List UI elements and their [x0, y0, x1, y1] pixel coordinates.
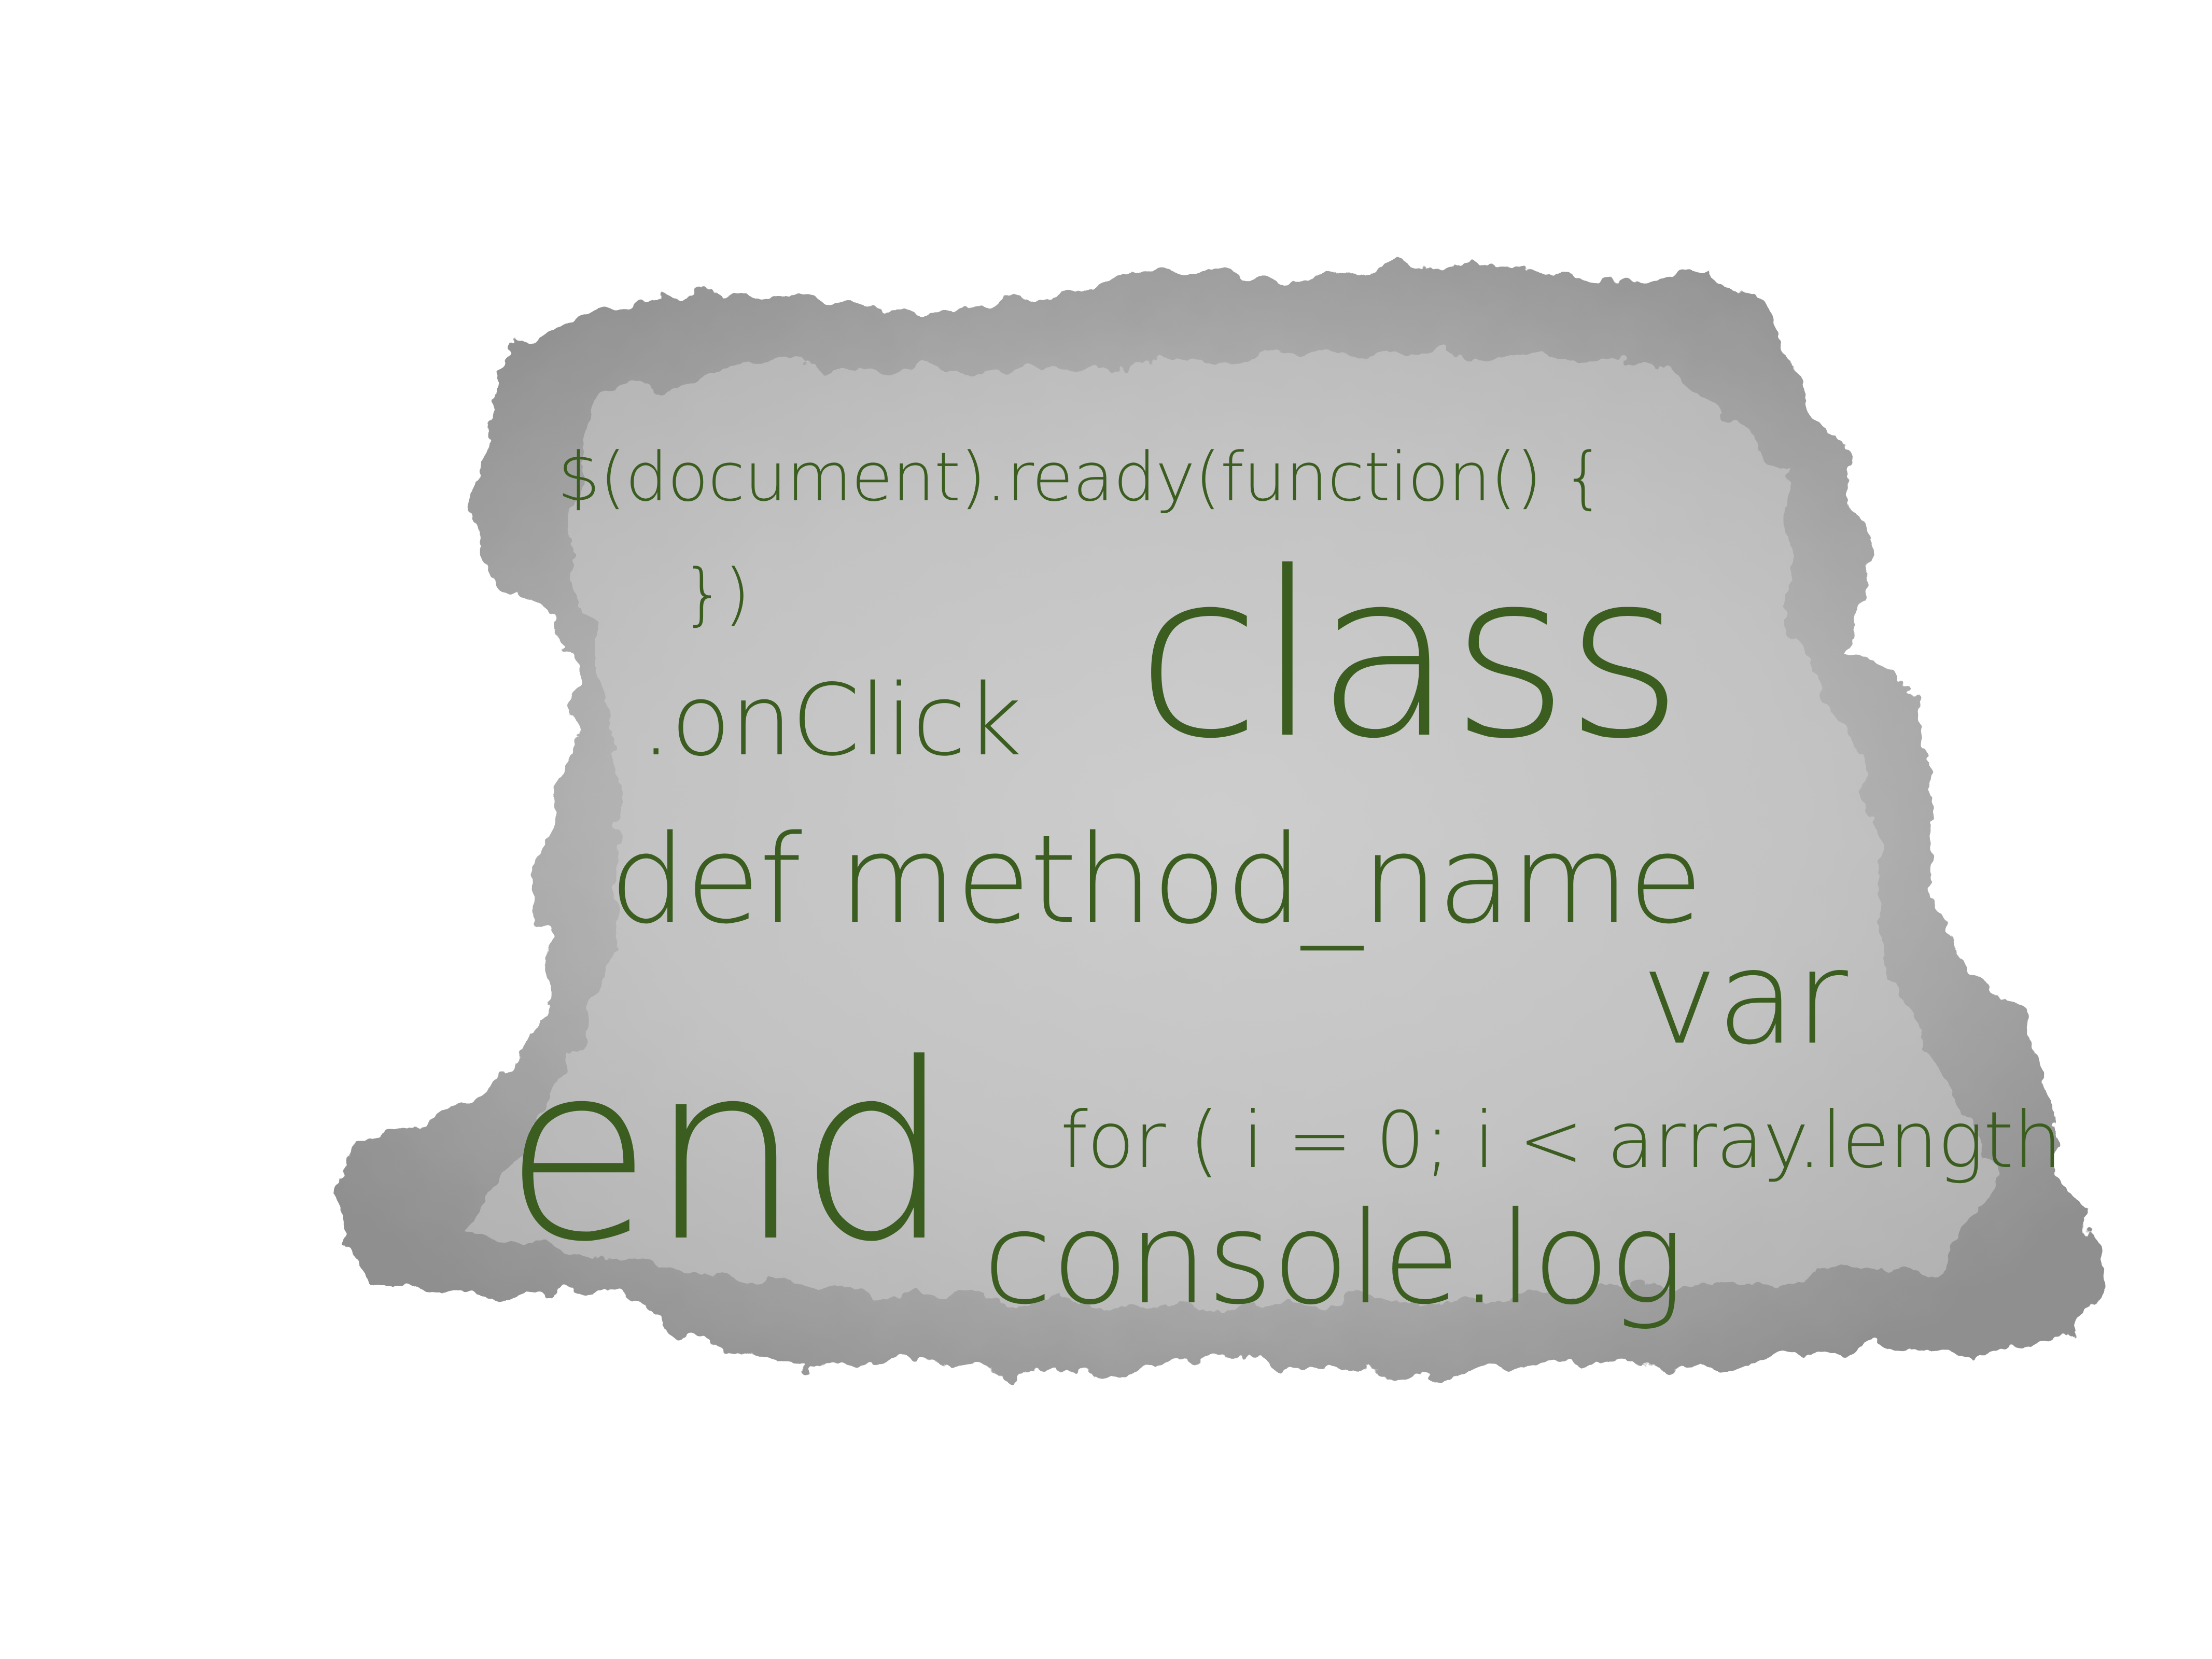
code-word-end: end	[503, 1011, 953, 1295]
code-word-closing-brace: })	[682, 554, 750, 633]
code-word-var: var	[1641, 922, 1848, 1073]
code-word-class: class	[1136, 523, 1684, 789]
code-word-for-loop: for ( i = 0; i < array.length	[1060, 1095, 2062, 1186]
code-word-console-log: console.log	[983, 1185, 1685, 1332]
code-word-def-method: def method_name	[609, 809, 1703, 951]
code-word-onclick: .onClick	[640, 663, 1023, 778]
code-word-document-ready: $(document).ready(function() {	[557, 438, 1605, 516]
